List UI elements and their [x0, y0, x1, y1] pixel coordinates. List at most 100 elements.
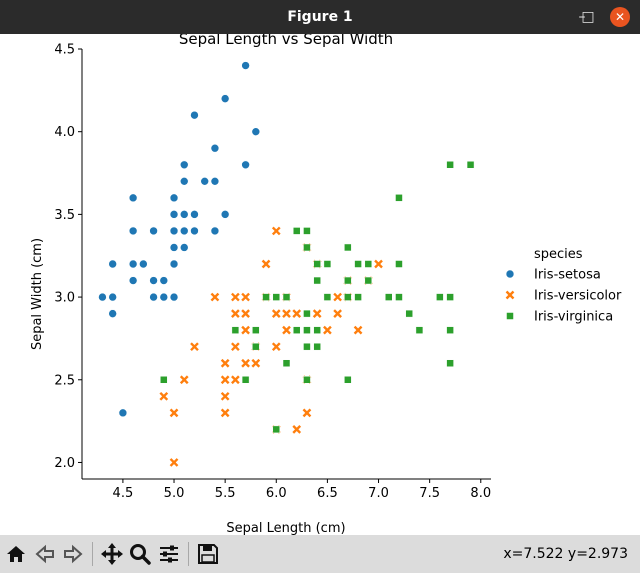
data-point	[179, 210, 189, 219]
legend-label: Iris-virginica	[534, 310, 613, 325]
minimize-button[interactable]: –	[578, 9, 586, 25]
x-marker-stroke	[282, 325, 291, 335]
x-tick-label: 5.5	[215, 486, 236, 501]
data-point	[354, 293, 362, 301]
data-point	[210, 292, 220, 302]
data-point	[169, 210, 179, 219]
data-point	[220, 408, 230, 418]
window-title: Figure 1	[287, 9, 353, 25]
configure-subplots-button[interactable]	[155, 540, 183, 568]
data-point	[118, 408, 128, 418]
data-point	[323, 293, 332, 301]
data-point	[169, 259, 179, 269]
data-point	[108, 309, 117, 318]
save-icon	[198, 544, 218, 564]
x-marker-stroke	[220, 358, 230, 368]
x-marker-stroke	[190, 342, 199, 352]
data-point	[292, 425, 302, 434]
data-point	[313, 342, 321, 351]
data-point	[179, 375, 189, 385]
data-point	[303, 309, 311, 318]
x-marker-stroke	[292, 309, 302, 318]
x-marker-stroke	[231, 309, 240, 318]
maximize-button[interactable]: □	[581, 9, 595, 25]
data-point	[190, 226, 199, 236]
data-point	[313, 260, 321, 268]
legend-label: Iris-setosa	[534, 268, 601, 283]
data-point	[446, 359, 454, 367]
x-marker-stroke	[241, 325, 250, 335]
zoom-button[interactable]	[126, 540, 154, 568]
data-point	[323, 325, 332, 335]
data-point	[272, 293, 281, 301]
data-point	[210, 226, 220, 236]
data-point	[220, 210, 230, 219]
data-point	[344, 243, 352, 252]
data-point	[466, 161, 475, 169]
forward-icon	[64, 544, 83, 564]
pan-button[interactable]	[98, 540, 126, 568]
data-point	[241, 309, 250, 318]
close-button[interactable]: ✕	[610, 7, 630, 27]
home-button[interactable]	[2, 540, 30, 568]
save-button[interactable]	[194, 540, 222, 568]
data-point	[128, 193, 138, 203]
legend-marker	[505, 269, 515, 279]
data-point	[272, 425, 281, 434]
data-point	[312, 309, 322, 318]
data-point	[169, 292, 179, 302]
x-marker-stroke	[241, 358, 250, 368]
home-icon	[7, 546, 25, 562]
data-point	[333, 292, 342, 302]
x-marker-stroke	[251, 358, 261, 368]
data-point	[231, 292, 240, 302]
x-marker-stroke	[312, 309, 322, 318]
data-point	[262, 293, 270, 301]
data-point	[231, 309, 240, 318]
data-point	[159, 391, 169, 401]
x-marker-stroke	[231, 342, 240, 352]
data-point	[128, 226, 138, 236]
back-button[interactable]	[31, 540, 59, 568]
data-point	[446, 293, 454, 301]
data-point	[292, 309, 302, 318]
data-point	[344, 276, 352, 285]
legend-title: species	[534, 247, 583, 262]
data-point	[241, 61, 250, 70]
data-point	[169, 243, 179, 252]
y-axis-label: Sepal Width (cm)	[30, 238, 45, 350]
x-tick-label: 7.5	[419, 486, 440, 501]
x-marker-stroke	[271, 226, 281, 236]
data-point	[282, 359, 291, 367]
data-point	[302, 408, 312, 418]
data-point	[271, 342, 281, 352]
data-point	[323, 260, 332, 268]
y-tick-label: 3.5	[54, 208, 75, 223]
data-point	[292, 326, 301, 334]
figure-canvas[interactable]: Sepal Length vs Sepal Width 4.5 5.0 5.5 6.0…	[0, 30, 640, 536]
data-point	[210, 143, 220, 153]
data-point	[210, 177, 220, 186]
data-point	[169, 193, 179, 203]
scatter-chart: Sepal Length vs Sepal Width 4.5 5.0 5.5 6.0…	[30, 30, 622, 536]
data-point	[344, 293, 352, 301]
data-point	[252, 342, 260, 351]
data-point	[252, 326, 260, 334]
legend-marker	[505, 290, 515, 300]
data-point	[179, 243, 189, 252]
data-point	[446, 326, 454, 334]
data-point	[303, 326, 311, 334]
x-marker-stroke	[282, 309, 291, 318]
data-point	[303, 243, 311, 252]
x-axis-label: Sepal Length (cm)	[226, 521, 345, 535]
x-marker-stroke	[169, 408, 179, 418]
x-marker-stroke	[169, 458, 179, 467]
x-marker-stroke	[261, 259, 271, 269]
data-point	[169, 226, 179, 236]
data-point	[415, 326, 424, 334]
data-point	[108, 259, 117, 269]
x-tick-label: 8.0	[470, 486, 491, 501]
data-point	[190, 110, 199, 120]
data-point	[241, 325, 250, 335]
forward-button[interactable]	[59, 540, 87, 568]
